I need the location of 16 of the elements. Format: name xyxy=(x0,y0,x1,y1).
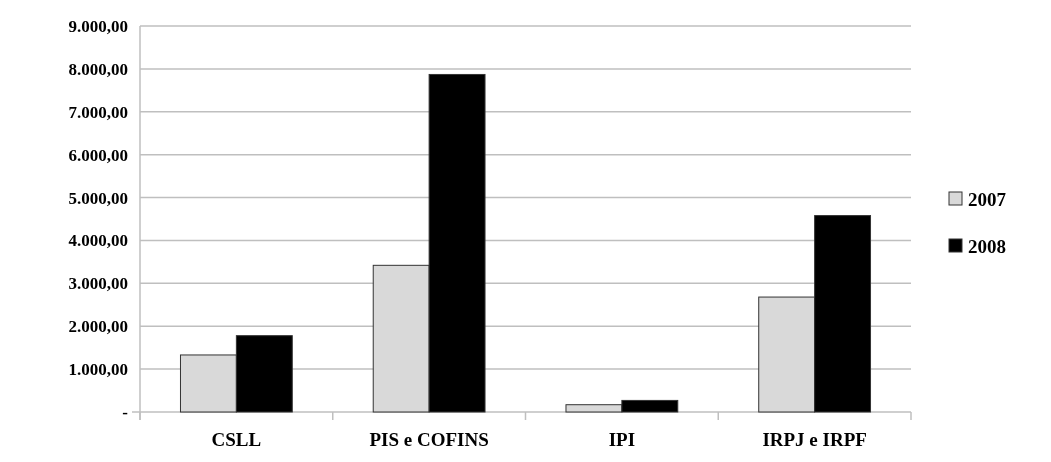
y-tick-label: 6.000,00 xyxy=(68,145,128,165)
y-tick-label: 4.000,00 xyxy=(68,231,128,251)
y-tick-label: 3.000,00 xyxy=(68,274,128,294)
y-tick-label: 7.000,00 xyxy=(68,102,128,122)
y-tick-label: 1.000,00 xyxy=(68,360,128,380)
y-tick-label: - xyxy=(122,402,129,422)
y-tick-label: 8.000,00 xyxy=(68,59,128,79)
x-tick-label: IPI xyxy=(608,429,636,450)
legend-label: 2008 xyxy=(968,235,1006,257)
y-tick-label: 5.000,00 xyxy=(68,188,128,208)
y-tick-label: 2.000,00 xyxy=(68,317,128,337)
y-tick-label: 9.000,00 xyxy=(68,16,128,36)
x-tick-label: CSLL xyxy=(211,429,262,450)
legend-label: 2007 xyxy=(968,188,1007,210)
x-tick-label: IRPJ e IRPF xyxy=(762,429,867,450)
x-tick-label: PIS e COFINS xyxy=(369,429,489,450)
